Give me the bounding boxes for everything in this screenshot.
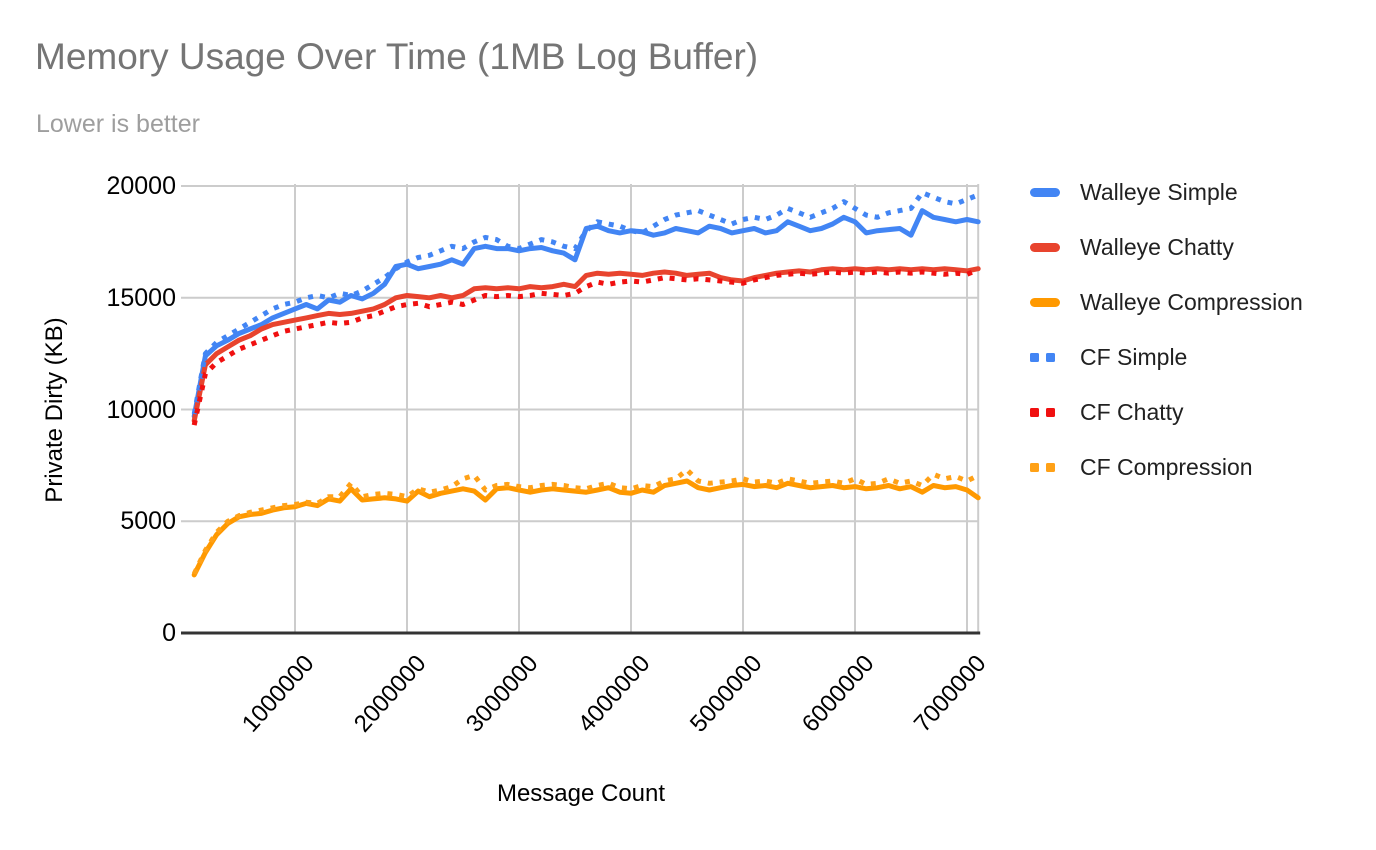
y-tick-label: 5000: [120, 507, 176, 536]
y-tick-label: 10000: [106, 395, 176, 424]
chart-subtitle: Lower is better: [36, 110, 200, 138]
dot: [1046, 353, 1055, 362]
dotted-line-swatch: [1030, 408, 1055, 417]
dot: [1046, 408, 1055, 417]
legend-label: CF Simple: [1080, 344, 1188, 370]
legend: Walleye Simple Walleye Chatty Walleye Comp…: [1030, 165, 1303, 495]
legend-item-walleye-simple: Walleye Simple: [1030, 165, 1303, 220]
legend-label: CF Compression: [1080, 454, 1253, 480]
series-line-walleye-simple: [191, 208, 981, 419]
legend-item-cf-compression: CF Compression: [1030, 440, 1303, 495]
solid-line-swatch: [1030, 243, 1060, 252]
dotted-line-swatch: [1030, 353, 1055, 362]
legend-swatch-solid: [1030, 188, 1066, 197]
y-tick-label: 0: [162, 619, 176, 647]
legend-label: CF Chatty: [1080, 399, 1184, 425]
series-line-cf-chatty: [191, 267, 980, 426]
solid-line-swatch: [1030, 188, 1060, 197]
series-line-walleye-chatty: [191, 266, 981, 424]
chart-title: Memory Usage Over Time (1MB Log Buffer): [35, 36, 759, 77]
legend-label: Walleye Simple: [1080, 179, 1238, 205]
legend-item-walleye-compression: Walleye Compression: [1030, 275, 1303, 330]
y-tick-label: 15000: [106, 283, 176, 312]
y-tick-label: 20000: [106, 172, 176, 200]
solid-line-swatch: [1030, 298, 1060, 307]
legend-swatch-solid: [1030, 243, 1066, 252]
legend-swatch-dotted: [1030, 463, 1066, 472]
legend-item-walleye-chatty: Walleye Chatty: [1030, 220, 1303, 275]
x-axis-title: Message Count: [496, 780, 666, 807]
legend-item-cf-chatty: CF Chatty: [1030, 385, 1303, 440]
legend-label: Walleye Chatty: [1080, 234, 1234, 260]
dot: [1046, 463, 1055, 472]
dot: [1030, 353, 1039, 362]
dotted-line-swatch: [1030, 463, 1055, 472]
legend-item-cf-simple: CF Simple: [1030, 330, 1303, 385]
legend-label: Walleye Compression: [1080, 289, 1303, 315]
legend-swatch-solid: [1030, 298, 1066, 307]
legend-swatch-dotted: [1030, 353, 1066, 362]
dot: [1030, 463, 1039, 472]
dot: [1030, 408, 1039, 417]
legend-swatch-dotted: [1030, 408, 1066, 417]
series-line-walleye-compression: [191, 478, 981, 578]
